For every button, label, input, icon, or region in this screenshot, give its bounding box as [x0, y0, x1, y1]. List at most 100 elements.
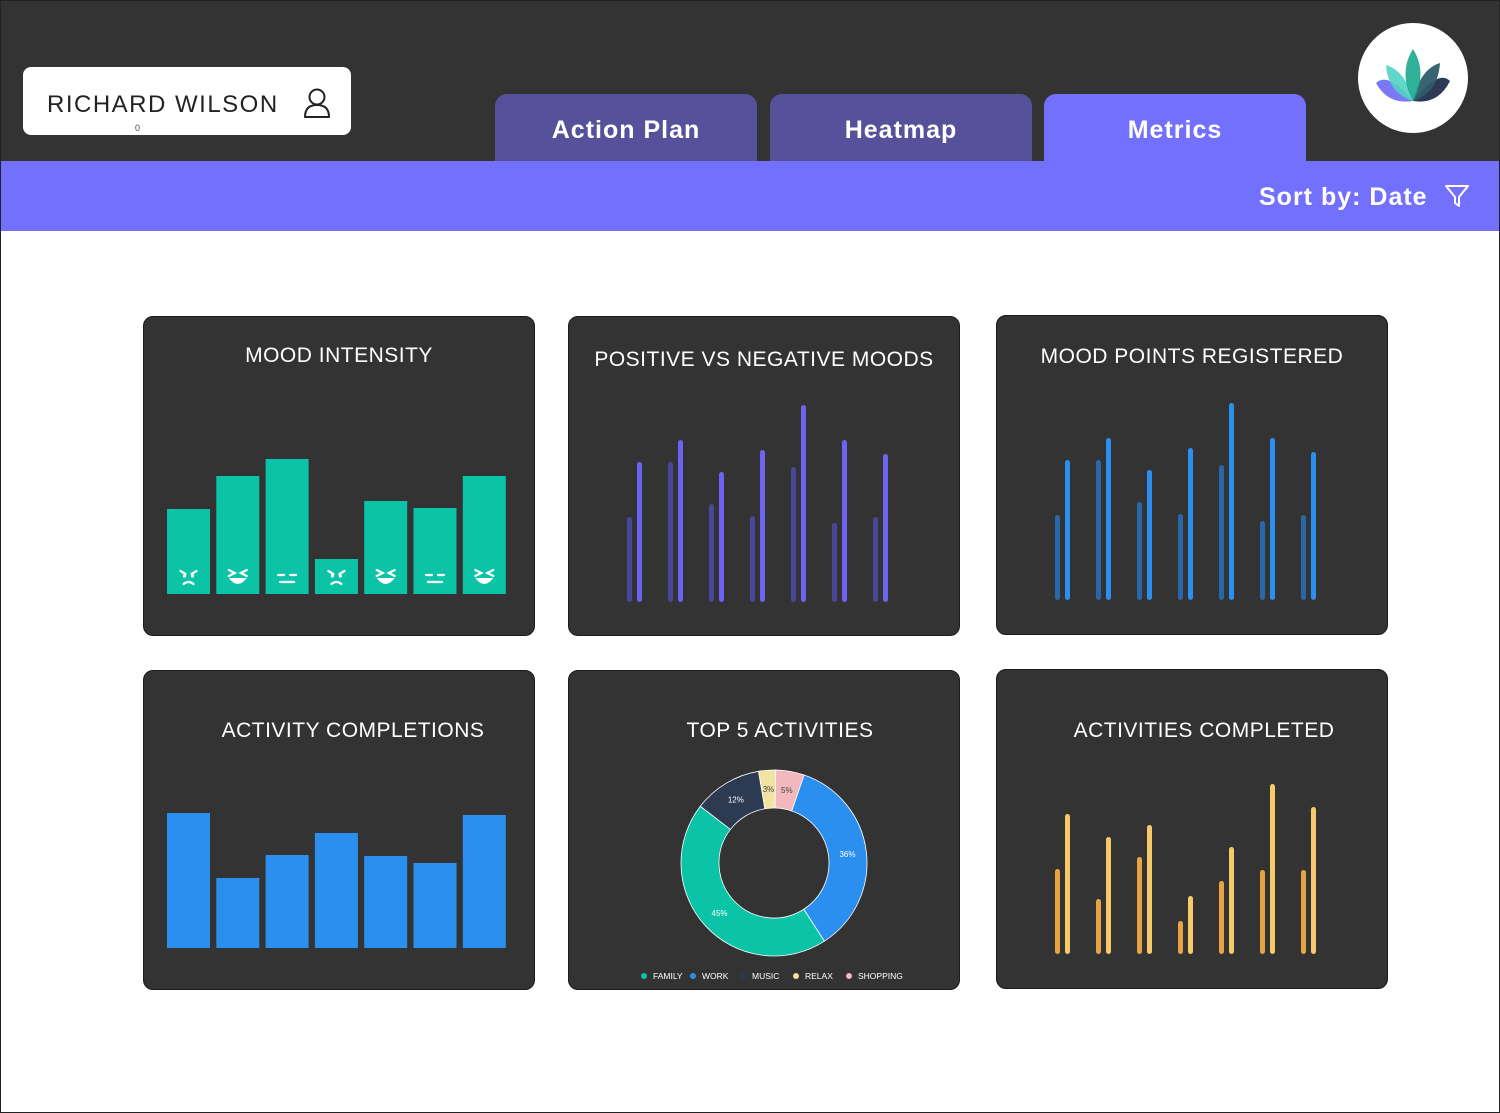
card-top5-activities: TOP 5 ACTIVITIES 3% 5% 36% 45% 12% FAMILY WORK…	[568, 670, 960, 990]
bar	[832, 523, 837, 602]
sort-bar: Sort by: Date	[1, 161, 1499, 231]
bar	[1229, 847, 1234, 954]
bar	[883, 454, 888, 602]
neutral-icon	[424, 573, 446, 584]
angry-icon	[179, 569, 198, 586]
legend-dot	[690, 973, 696, 979]
filter-icon[interactable]	[1444, 183, 1470, 209]
bar	[364, 856, 408, 948]
bar	[801, 405, 806, 602]
activities-completed-chart	[1055, 784, 1316, 954]
bar	[842, 440, 847, 602]
user-icon[interactable]	[303, 87, 331, 119]
bar	[1055, 515, 1060, 600]
bar	[314, 833, 358, 948]
bar	[1096, 460, 1101, 600]
bar	[1188, 448, 1193, 600]
bar	[1065, 460, 1070, 600]
bar	[265, 459, 309, 594]
bar	[637, 462, 642, 602]
bar	[216, 878, 260, 948]
sort-by-date[interactable]: Sort by: Date	[1259, 183, 1428, 211]
bar	[167, 509, 210, 594]
slice-label: 5%	[781, 786, 793, 795]
bar	[265, 855, 309, 948]
tab-action-plan[interactable]: Action Plan	[495, 94, 757, 161]
bar	[1311, 807, 1316, 954]
donut-slice-family	[680, 805, 825, 957]
bar	[668, 462, 673, 602]
card-mood-intensity: MOOD INTENSITY	[143, 316, 535, 636]
laugh-icon	[227, 568, 248, 584]
legend-dot	[846, 973, 852, 979]
bar	[1137, 502, 1142, 600]
legend-label: SHOPPING	[858, 971, 903, 981]
card-title: MOOD POINTS REGISTERED	[1040, 345, 1344, 368]
angry-icon	[327, 569, 346, 586]
bar	[1106, 438, 1111, 600]
bar	[462, 476, 506, 594]
bar	[1137, 857, 1142, 954]
bar	[413, 508, 457, 594]
bar	[1065, 814, 1070, 954]
bar	[1270, 784, 1275, 954]
card-title: ACTIVITIES COMPLETED	[1073, 719, 1335, 742]
bar	[1055, 869, 1060, 954]
bar	[1188, 896, 1193, 954]
donut-slice-work	[791, 774, 868, 942]
legend-label: WORK	[702, 971, 729, 981]
card-activities-completed: ACTIVITIES COMPLETED	[996, 669, 1388, 989]
laugh-icon	[474, 568, 495, 584]
bar	[791, 467, 796, 602]
bar	[216, 476, 260, 594]
bar	[1311, 452, 1316, 600]
bar	[1147, 470, 1152, 600]
slice-label: 3%	[763, 785, 775, 794]
top5-donut-chart: 3% 5% 36% 45% 12% FAMILY WORK MUSIC RELAX SHOPPIN…	[641, 769, 903, 981]
user-profile-card[interactable]: RICHARD WILSON 0	[23, 67, 351, 135]
tab-metrics[interactable]: Metrics	[1044, 94, 1306, 161]
legend-label: FAMILY	[653, 971, 683, 981]
slice-label: 36%	[839, 850, 855, 859]
bar	[627, 517, 632, 602]
activity-completions-chart	[167, 813, 506, 948]
bar	[167, 813, 210, 948]
bar	[873, 517, 878, 602]
top-bar: RICHARD WILSON 0 Action Plan Heatmap Met…	[1, 1, 1499, 161]
bar	[1106, 837, 1111, 954]
bar	[750, 516, 755, 602]
bar	[314, 559, 358, 594]
card-title: POSITIVE VS NEGATIVE MOODS	[594, 348, 934, 371]
user-name: RICHARD WILSON	[47, 91, 279, 118]
legend-label: MUSIC	[752, 971, 779, 981]
bar	[1229, 403, 1234, 600]
lotus-logo-icon	[1376, 49, 1450, 102]
pos-neg-chart	[627, 405, 888, 602]
card-title: ACTIVITY COMPLETIONS	[221, 719, 485, 742]
bar	[1260, 521, 1265, 600]
slice-label: 12%	[728, 796, 744, 805]
donut-slice-music	[699, 770, 766, 830]
mood-points-chart	[1055, 403, 1316, 600]
bar	[462, 815, 506, 948]
legend-dot	[740, 973, 746, 979]
bar	[760, 450, 765, 602]
bar	[1219, 881, 1224, 954]
bar	[1301, 870, 1306, 954]
legend-label: RELAX	[805, 971, 833, 981]
user-subtext: 0	[135, 123, 141, 133]
neutral-icon	[277, 573, 298, 584]
bar	[1178, 921, 1183, 954]
slice-label: 45%	[712, 909, 728, 918]
bar	[709, 504, 714, 602]
bar	[1270, 438, 1275, 600]
bar	[719, 472, 724, 602]
bar	[678, 440, 683, 602]
bar	[1096, 899, 1101, 954]
bar	[1147, 825, 1152, 954]
bar	[1178, 514, 1183, 600]
tab-heatmap[interactable]: Heatmap	[770, 94, 1032, 161]
card-mood-points: MOOD POINTS REGISTERED	[996, 315, 1388, 635]
card-activity-completions: ACTIVITY COMPLETIONS	[143, 670, 535, 990]
